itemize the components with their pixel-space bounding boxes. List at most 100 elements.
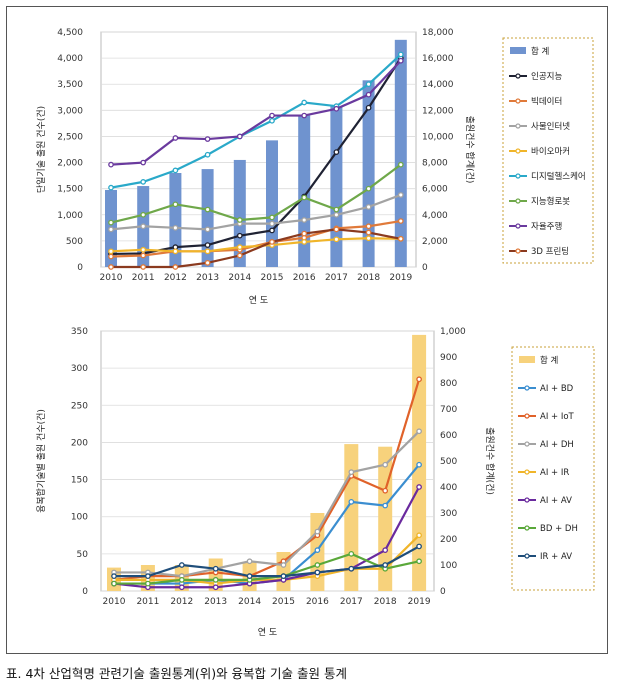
chart2-series-point (111, 573, 117, 579)
chart1-legend-swatch-marker (515, 73, 521, 79)
chart1-series-point (365, 104, 372, 111)
chart1-series-point (108, 226, 114, 233)
chart1-series-point (397, 218, 404, 224)
chart1-series-point (301, 230, 308, 237)
chart1-total-bar (330, 106, 343, 268)
chart1-total-bar (298, 115, 311, 267)
chart1-series-point (365, 204, 372, 210)
chart2-series-point (416, 558, 422, 565)
chart1-series-line (110, 193, 402, 231)
chart1-y-tick-label: 2,000 (57, 159, 83, 169)
chart2-series-point (314, 569, 321, 576)
chart2-x-tick-label: 2010 (103, 597, 126, 607)
chart2-series-point (382, 487, 389, 494)
chart1-series-line (110, 59, 402, 166)
chart1-legend-swatch-marker (515, 248, 521, 254)
chart2-legend-swatch-marker (524, 413, 530, 419)
chart2-series-point (416, 376, 422, 383)
chart1-x-tick-label: 2012 (164, 273, 187, 283)
chart1-x-tick-label: 2018 (357, 273, 380, 283)
chart1-y-tick-label: 4,000 (57, 54, 83, 64)
chart1-y2-tick-label: 8,000 (422, 159, 448, 169)
chart1-total-bar (362, 80, 375, 267)
chart2-series-point (246, 573, 253, 579)
chart1-legend-label: 인공지능 (531, 71, 562, 82)
chart2-y-tick-label: 150 (71, 476, 88, 486)
chart1-series-point (172, 264, 179, 270)
chart2-y-tick-label: 100 (71, 513, 88, 523)
chart2-y2-tick-label: 600 (440, 431, 457, 441)
chart1-y-tick-label: 500 (66, 237, 83, 247)
chart1-total-bar (394, 39, 407, 268)
chart1-series-point (333, 105, 340, 112)
chart1-series-point (172, 224, 179, 231)
chart1-series-point (172, 135, 179, 141)
chart1-series-point (140, 211, 147, 218)
chart1-x-tick-label: 2019 (389, 273, 412, 283)
chart1-series-point (204, 206, 211, 213)
chart2-series-point (348, 565, 355, 572)
chart1-series-point (140, 159, 147, 166)
chart1-series-point (204, 151, 211, 158)
chart1-series-point (140, 223, 147, 230)
chart1-legend-label: 디지털헬스케어 (531, 171, 586, 182)
chart2-series-point (416, 428, 422, 435)
chart1-y2-tick-label: 14,000 (422, 80, 454, 90)
chart2-y2-tick-label: 900 (440, 353, 457, 363)
chart1-legend-label: 3D 프린팅 (531, 246, 569, 257)
chart2-series-line (113, 378, 421, 581)
chart1-series-point (204, 226, 211, 233)
chart1-x-tick-label: 2013 (196, 273, 219, 283)
chart1-series-point (333, 206, 340, 213)
chart2-series-point (145, 580, 151, 587)
chart1-y2-axis-title: 출원건수 합계(건) (464, 116, 476, 184)
chart2-legend-label: IR + AV (540, 552, 572, 562)
chart1-series-point (397, 51, 404, 58)
chart2-x-tick-label: 2017 (340, 597, 363, 607)
chart2-legend-label: BD + DH (540, 524, 578, 534)
chart1-series-point (301, 239, 308, 245)
chart2-series-point (178, 577, 185, 583)
chart2-x-tick-label: 2012 (170, 597, 193, 607)
chart1-series-point (140, 264, 147, 270)
figure-caption: 표. 4차 산업혁명 관련기술 출원통계(위)와 융복합 기술 출원 통계 (6, 666, 347, 681)
chart2-series-line (114, 552, 420, 585)
chart1-series-point (172, 248, 179, 255)
chart2-x-tick-label: 2011 (136, 597, 159, 607)
chart1-x-tick-label: 2014 (228, 273, 251, 283)
chart1-y2-tick-label: 6,000 (422, 185, 448, 195)
chart1-series-point (269, 220, 275, 227)
chart2-y-tick-label: 350 (71, 327, 88, 337)
chart1-legend-label: 바이오마커 (531, 146, 570, 157)
chart2-series-point (382, 461, 389, 468)
chart1-x-tick-label: 2010 (100, 273, 123, 283)
chart1-legend-swatch-marker (515, 198, 521, 204)
chart2-x-tick-label: 2013 (204, 597, 227, 607)
chart2-series-point (348, 551, 355, 557)
chart1-series-point (397, 161, 404, 168)
chart2-y2-tick-label: 700 (440, 405, 457, 415)
chart1-series-point (365, 185, 372, 192)
chart1-series-point (333, 211, 340, 218)
chart2-series-point (178, 562, 185, 568)
chart1-series-point (269, 239, 275, 245)
chart2-legend-swatch-marker (524, 497, 530, 503)
chart2-series-point (212, 577, 219, 583)
chart1-series-point (397, 192, 404, 198)
chart2-series-point (348, 469, 355, 475)
chart1-x-tick-label: 2011 (132, 273, 155, 283)
chart2-y2-tick-label: 300 (440, 509, 457, 519)
chart1-legend-swatch-marker (515, 123, 521, 129)
chart1-series-point (397, 235, 404, 242)
chart2-series-point (246, 558, 253, 565)
chart1-series-point (204, 259, 211, 266)
chart2-series-point (416, 484, 422, 490)
chart2-y2-tick-label: 1,000 (440, 327, 466, 337)
chart1-series-point (365, 235, 372, 242)
chart2-legend-label: 합 계 (540, 355, 558, 366)
chart2-series-point (416, 543, 422, 550)
chart1-y2-tick-label: 10,000 (422, 132, 454, 142)
chart2-x-axis-title: 연 도 (258, 627, 277, 638)
chart2-x-tick-label: 2019 (408, 597, 431, 607)
